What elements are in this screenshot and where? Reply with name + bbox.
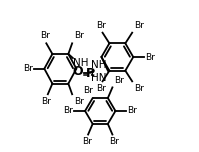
Text: HN: HN — [91, 73, 106, 83]
Text: Br: Br — [74, 31, 84, 40]
Text: Br: Br — [145, 52, 155, 62]
Text: Br: Br — [134, 21, 143, 30]
Text: O: O — [72, 65, 83, 78]
Text: Br: Br — [83, 86, 93, 95]
Text: Br: Br — [74, 97, 84, 105]
Text: P: P — [86, 67, 95, 80]
Text: NH: NH — [91, 60, 106, 70]
Text: Br: Br — [134, 84, 143, 93]
Text: Br: Br — [41, 97, 51, 105]
Text: Br: Br — [96, 84, 106, 93]
Text: NH: NH — [73, 58, 88, 68]
Text: Br: Br — [96, 21, 106, 30]
Text: Br: Br — [82, 137, 92, 146]
Text: Br: Br — [63, 106, 73, 116]
Text: Br: Br — [114, 76, 124, 85]
Text: Br: Br — [23, 64, 33, 73]
Text: Br: Br — [109, 137, 119, 146]
Text: Br: Br — [41, 31, 51, 40]
Text: Br: Br — [128, 106, 138, 116]
